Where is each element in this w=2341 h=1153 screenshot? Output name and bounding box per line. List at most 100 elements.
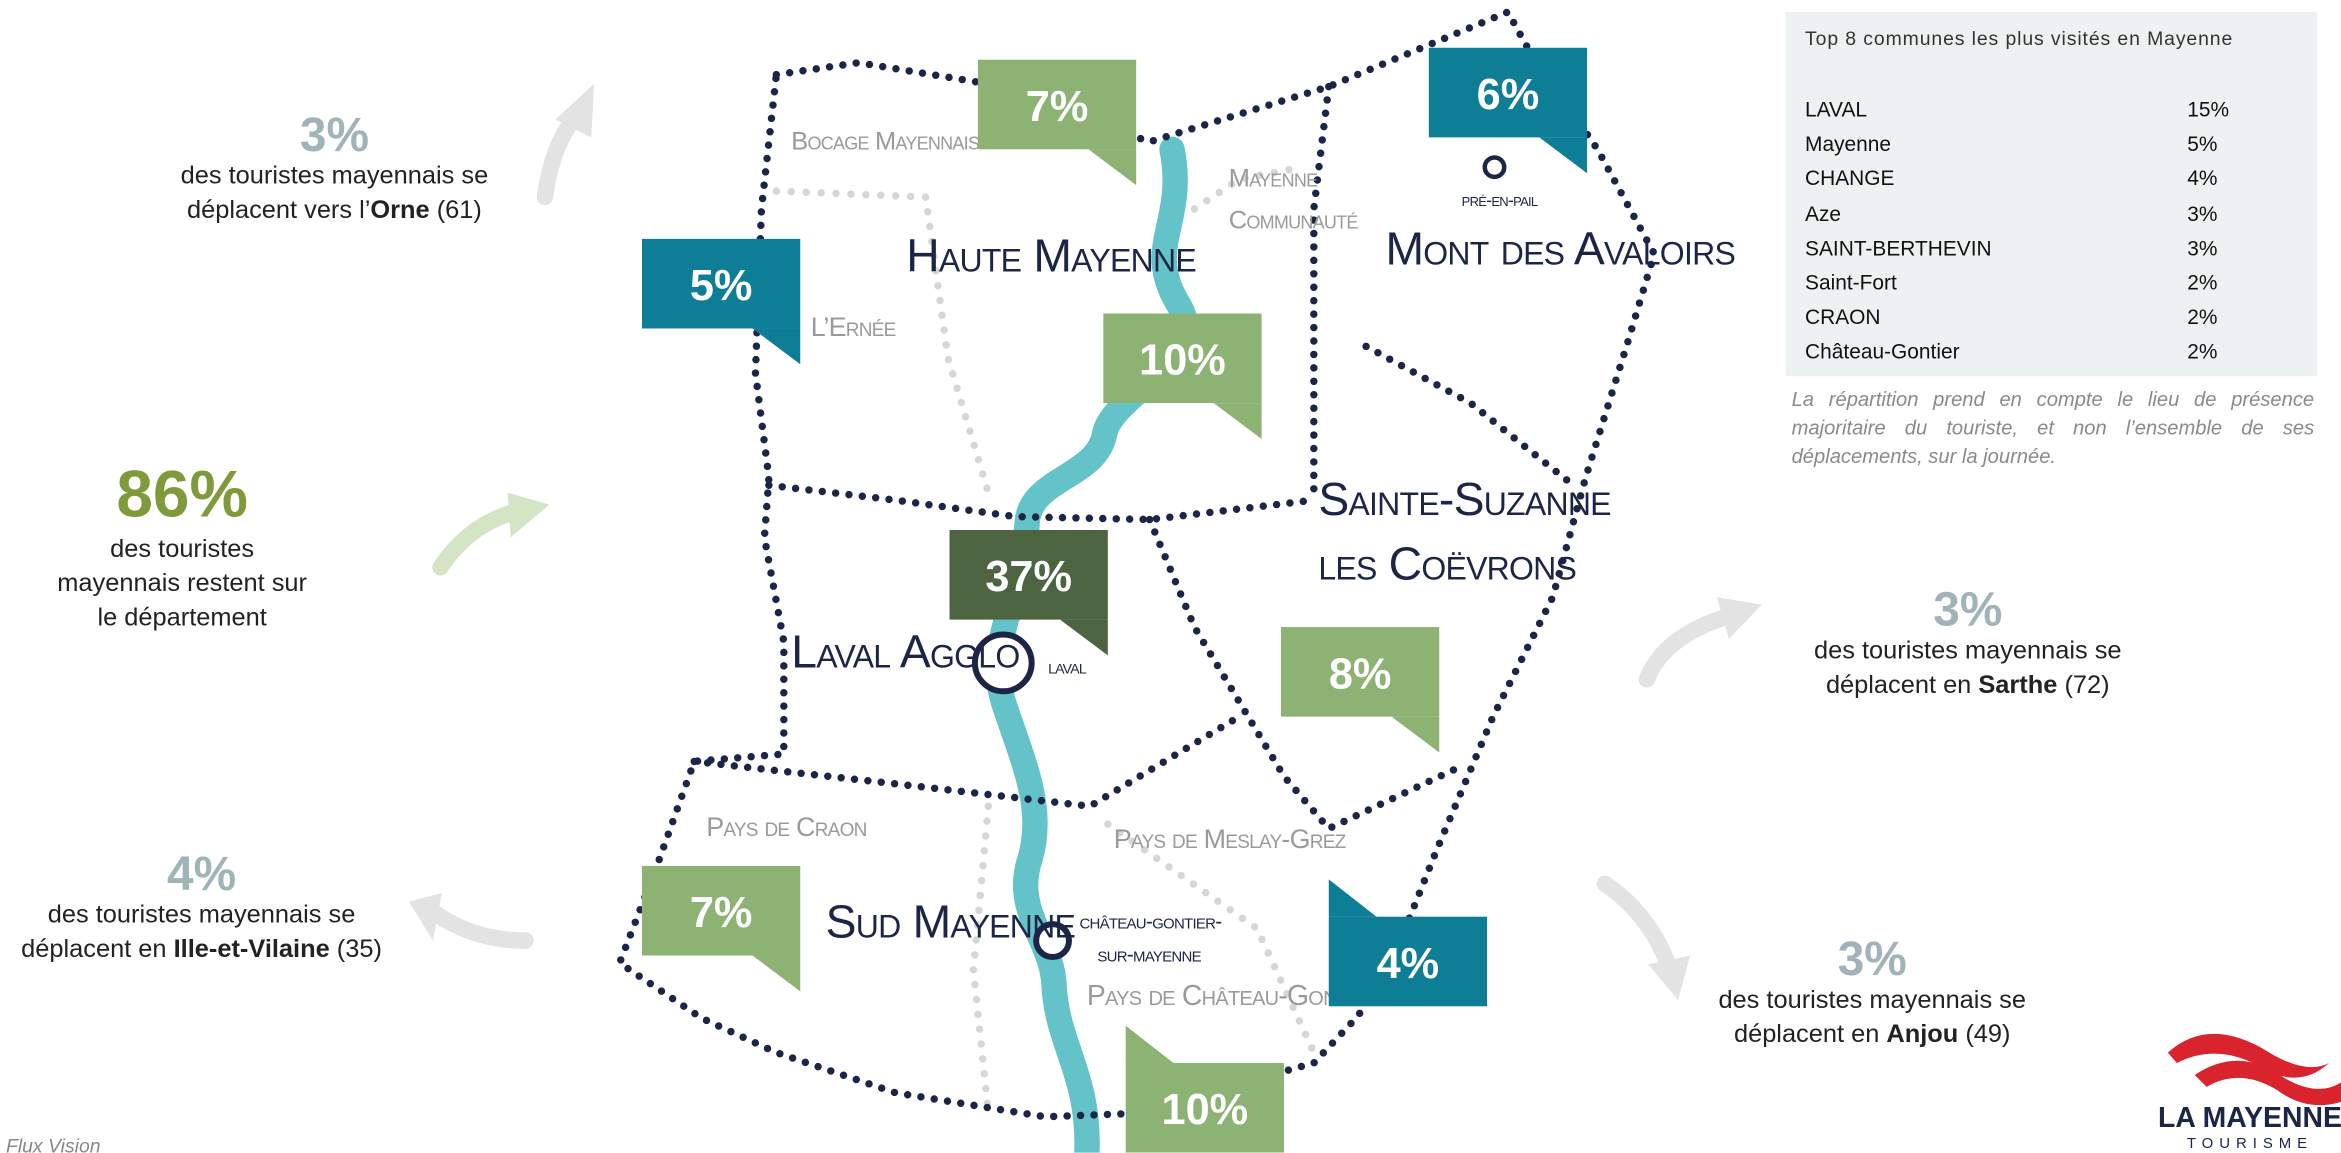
logo-name: LA MAYENNE xyxy=(2158,1102,2341,1134)
town-label: château-gontier- xyxy=(1079,911,1222,934)
sub-border xyxy=(969,802,993,1117)
callout-place: Orne xyxy=(370,195,430,224)
box xyxy=(1280,627,1440,717)
logo-swoosh xyxy=(2167,1033,2330,1078)
share-box: 7% xyxy=(641,865,801,992)
share-box: 7% xyxy=(977,59,1137,186)
share-boxes: 7% 6% 5% 10% 37% 8% 7% 4% 10% xyxy=(641,47,1588,1153)
share-box: 10% xyxy=(1103,313,1262,439)
callout-place: Sarthe xyxy=(1978,670,2058,699)
share-box: 6% xyxy=(1428,47,1588,174)
region-label: Haute Mayenne xyxy=(906,230,1196,282)
callout-text: déplacent en xyxy=(1733,1019,1887,1049)
callout-text: déplacent en xyxy=(21,934,174,963)
box-tail xyxy=(1125,1025,1174,1064)
top-communes-table: Top 8 communes les plus visités en Mayen… xyxy=(1785,11,2318,377)
box xyxy=(1103,313,1262,404)
callout-place: Anjou xyxy=(1886,1019,1959,1049)
map-labels: Bocage Mayennais Mayenne Communauté Haut… xyxy=(706,127,1736,1011)
area-label: L’Ernée xyxy=(811,312,896,342)
sub-border xyxy=(1190,163,1306,213)
region-label: Laval Agglo xyxy=(791,625,1019,677)
callout-text: des touristes mayennais se xyxy=(1813,636,2122,665)
box-tail xyxy=(1539,137,1588,174)
callout-code: (49) xyxy=(1965,1019,2011,1049)
arrow-sarthe xyxy=(1638,606,1741,688)
area-label: Communauté xyxy=(1229,206,1359,234)
town-marker xyxy=(1033,921,1072,960)
sub-border xyxy=(1104,820,1318,1057)
callout-text: déplacent en xyxy=(1825,670,1979,699)
callout-pct: 3% xyxy=(1837,931,1907,986)
box-label: 4% xyxy=(1377,940,1440,988)
share-box: 4% xyxy=(1328,879,1488,1007)
arrow-head xyxy=(409,892,442,941)
box-label: 37% xyxy=(985,553,1072,601)
town-label: pré-en-pail xyxy=(1462,190,1538,210)
share-cell: 3% xyxy=(2187,235,2218,260)
box xyxy=(641,238,801,329)
commune-cell: Mayenne xyxy=(1805,131,1892,156)
callout-text: le département xyxy=(97,603,267,632)
commune-cell: Saint-Fort xyxy=(1805,270,1897,295)
table-row: LAVAL 15% xyxy=(1805,97,2298,131)
border xyxy=(1310,82,1333,497)
callout-text: des touristes xyxy=(110,534,255,563)
share-cell: 3% xyxy=(2187,200,2218,225)
logo-sub: TOURISME xyxy=(2187,1135,2313,1152)
box-label: 10% xyxy=(1162,1086,1249,1134)
box xyxy=(977,59,1137,150)
outer-border xyxy=(615,7,1659,1121)
share-cell: 4% xyxy=(2187,166,2218,191)
arrow-anjou xyxy=(1596,875,1678,976)
callout: 3% des touristes mayennais se déplacent … xyxy=(1574,929,2171,1051)
commune-cell: CHANGE xyxy=(1805,166,1895,191)
borders xyxy=(615,7,1659,1121)
share-box: 5% xyxy=(641,238,801,365)
callout-pct: 86% xyxy=(116,458,248,532)
box-tail xyxy=(1213,403,1262,439)
box-tail xyxy=(1088,149,1137,186)
callout-text: des touristes mayennais se xyxy=(47,900,356,929)
table-row: SAINT-BERTHEVIN 3% xyxy=(1805,236,2298,270)
arrow-ille xyxy=(427,905,534,949)
region-label: Sud Mayenne xyxy=(826,896,1075,948)
callout-text: des touristes mayennais se xyxy=(180,161,489,190)
table-row: Aze 3% xyxy=(1805,201,2298,235)
logo-swoosh xyxy=(2194,1060,2341,1106)
town-marker xyxy=(1482,155,1507,180)
callout-code: (35) xyxy=(336,934,382,963)
box-label: 7% xyxy=(1026,83,1089,131)
commune-cell: LAVAL xyxy=(1805,97,1868,121)
box-label: 6% xyxy=(1477,71,1540,119)
town-label: laval xyxy=(1048,656,1087,678)
box-label: 5% xyxy=(690,262,753,310)
share-cell: 2% xyxy=(2187,304,2218,329)
area-label: Bocage Mayennais xyxy=(791,127,980,155)
callout-pct: 4% xyxy=(167,846,237,901)
box-tail xyxy=(1060,619,1108,656)
logo: LA MAYENNE TOURISME xyxy=(2158,1033,2341,1152)
callout-code: (72) xyxy=(2064,670,2110,699)
box-label: 10% xyxy=(1139,337,1226,385)
box-label: 7% xyxy=(690,889,753,937)
arrow-head xyxy=(507,492,550,538)
share-cell: 2% xyxy=(2187,339,2218,364)
share-cell: 5% xyxy=(2187,131,2218,156)
arrow-head xyxy=(555,83,595,138)
sub-borders xyxy=(772,163,1318,1117)
border xyxy=(1362,342,1572,485)
town-label: sur-mayenne xyxy=(1097,943,1201,966)
callout-code: (61) xyxy=(436,195,482,224)
callout: 4% des touristes mayennais se déplacent … xyxy=(0,844,500,966)
share-box: 8% xyxy=(1280,627,1440,753)
callout-pct: 3% xyxy=(299,107,369,162)
border xyxy=(1145,515,1460,834)
commune-cell: Château-Gontier xyxy=(1805,339,1960,364)
commune-cell: Aze xyxy=(1805,200,1842,225)
box xyxy=(1328,916,1488,1007)
box-tail xyxy=(1328,879,1377,917)
